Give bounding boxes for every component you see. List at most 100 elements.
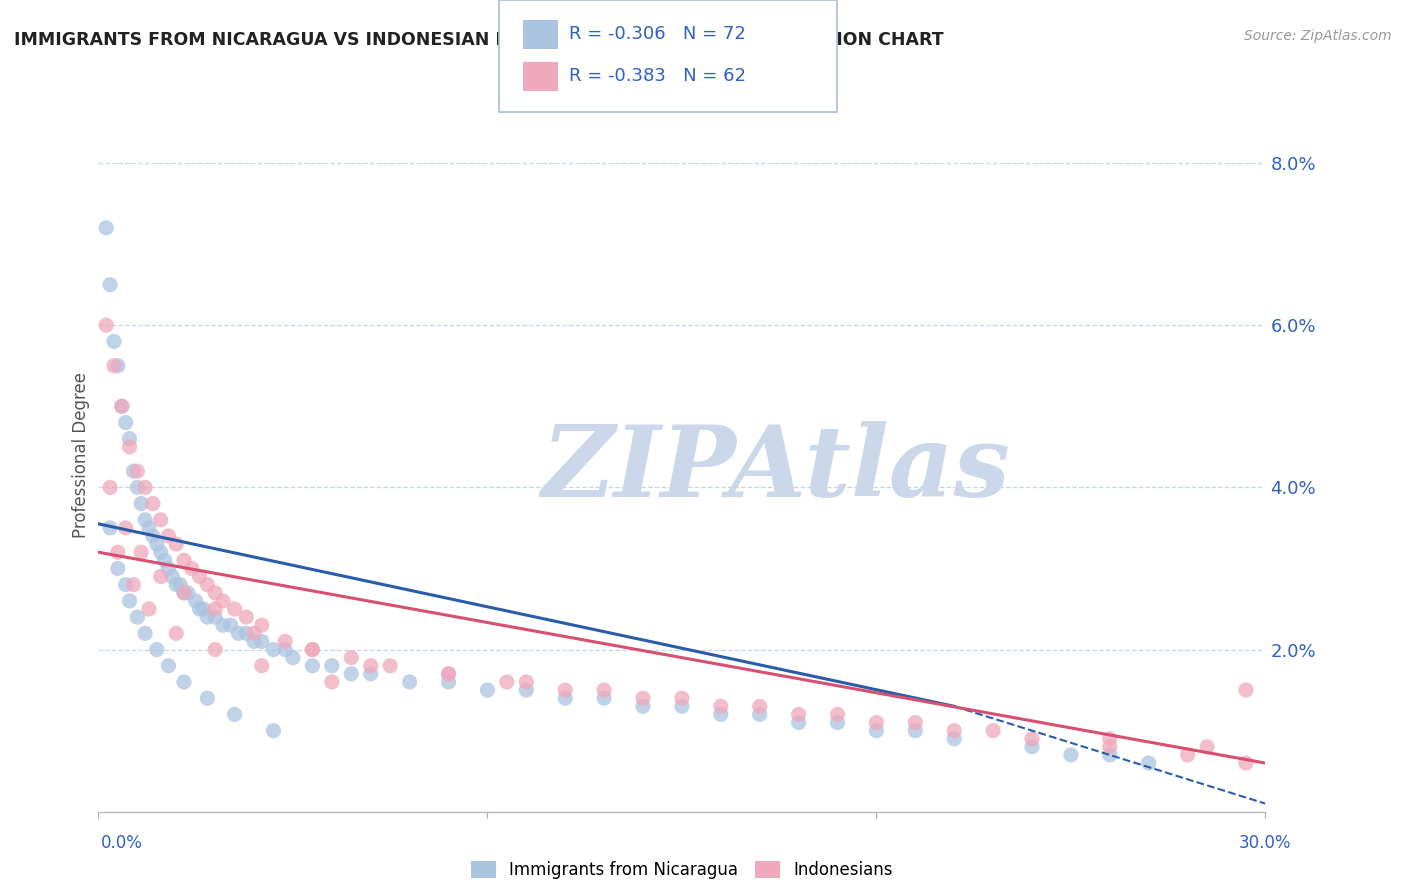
Point	[142, 529, 165, 543]
Point	[134, 626, 156, 640]
Point	[321, 675, 343, 690]
Point	[165, 537, 187, 551]
Point	[146, 642, 169, 657]
Point	[98, 277, 121, 292]
Point	[127, 480, 149, 494]
Point	[146, 537, 169, 551]
Point	[515, 683, 537, 698]
Point	[631, 691, 654, 706]
Point	[1021, 739, 1043, 754]
Point	[111, 399, 134, 413]
Point	[1098, 747, 1121, 762]
Point	[219, 618, 242, 632]
Point	[340, 666, 363, 681]
Point	[114, 416, 136, 430]
Point	[262, 642, 284, 657]
Point	[204, 642, 226, 657]
Point	[138, 602, 160, 616]
Y-axis label: Professional Degree: Professional Degree	[72, 372, 90, 538]
Point	[321, 658, 343, 673]
Point	[149, 513, 172, 527]
Point	[235, 626, 257, 640]
Point	[204, 602, 226, 616]
Point	[865, 715, 887, 730]
Point	[904, 723, 927, 738]
Point	[118, 440, 141, 454]
Point	[134, 513, 156, 527]
Point	[593, 683, 616, 698]
Text: R = -0.383   N = 62: R = -0.383 N = 62	[569, 67, 747, 85]
Point	[118, 432, 141, 446]
Point	[398, 675, 420, 690]
Point	[554, 683, 576, 698]
Point	[96, 318, 118, 333]
Point	[134, 480, 156, 494]
Point	[195, 577, 218, 591]
Point	[710, 707, 733, 722]
Point	[204, 610, 226, 624]
Point	[107, 545, 129, 559]
Point	[114, 577, 136, 591]
Point	[173, 586, 195, 600]
Point	[195, 610, 218, 624]
Point	[243, 626, 266, 640]
Point	[103, 359, 125, 373]
Point	[184, 594, 207, 608]
Point	[188, 602, 211, 616]
Point	[98, 480, 121, 494]
Point	[173, 586, 195, 600]
Point	[212, 618, 235, 632]
Point	[138, 521, 160, 535]
Point	[162, 569, 184, 583]
Point	[360, 666, 382, 681]
Point	[340, 650, 363, 665]
Point	[153, 553, 176, 567]
Point	[107, 359, 129, 373]
Point	[1234, 683, 1257, 698]
Point	[1234, 756, 1257, 770]
Point	[378, 658, 402, 673]
Point	[787, 715, 810, 730]
Point	[157, 658, 180, 673]
Point	[748, 707, 770, 722]
Point	[827, 707, 849, 722]
Text: R = -0.306   N = 72: R = -0.306 N = 72	[569, 25, 747, 43]
Text: Source: ZipAtlas.com: Source: ZipAtlas.com	[1244, 29, 1392, 43]
Point	[437, 666, 460, 681]
Point	[127, 464, 149, 478]
Point	[827, 715, 849, 730]
Point	[748, 699, 770, 714]
Text: 0.0%: 0.0%	[101, 834, 143, 852]
Point	[228, 626, 250, 640]
Point	[243, 634, 266, 648]
Point	[193, 602, 215, 616]
Point	[122, 464, 145, 478]
Point	[437, 675, 460, 690]
Point	[437, 666, 460, 681]
Point	[360, 658, 382, 673]
Point	[301, 642, 323, 657]
Point	[495, 675, 517, 690]
Point	[224, 707, 246, 722]
Point	[904, 715, 927, 730]
Point	[981, 723, 1004, 738]
Point	[631, 699, 654, 714]
Point	[301, 642, 323, 657]
Text: 30.0%: 30.0%	[1239, 834, 1291, 852]
Point	[671, 699, 693, 714]
Point	[1177, 747, 1199, 762]
Point	[710, 699, 733, 714]
Point	[865, 723, 887, 738]
Point	[157, 529, 180, 543]
Point	[262, 723, 284, 738]
Point	[142, 497, 165, 511]
Point	[149, 569, 172, 583]
Point	[127, 610, 149, 624]
Point	[943, 731, 966, 746]
Point	[1195, 739, 1218, 754]
Point	[593, 691, 616, 706]
Point	[1021, 731, 1043, 746]
Point	[157, 561, 180, 575]
Point	[1137, 756, 1160, 770]
Point	[250, 634, 273, 648]
